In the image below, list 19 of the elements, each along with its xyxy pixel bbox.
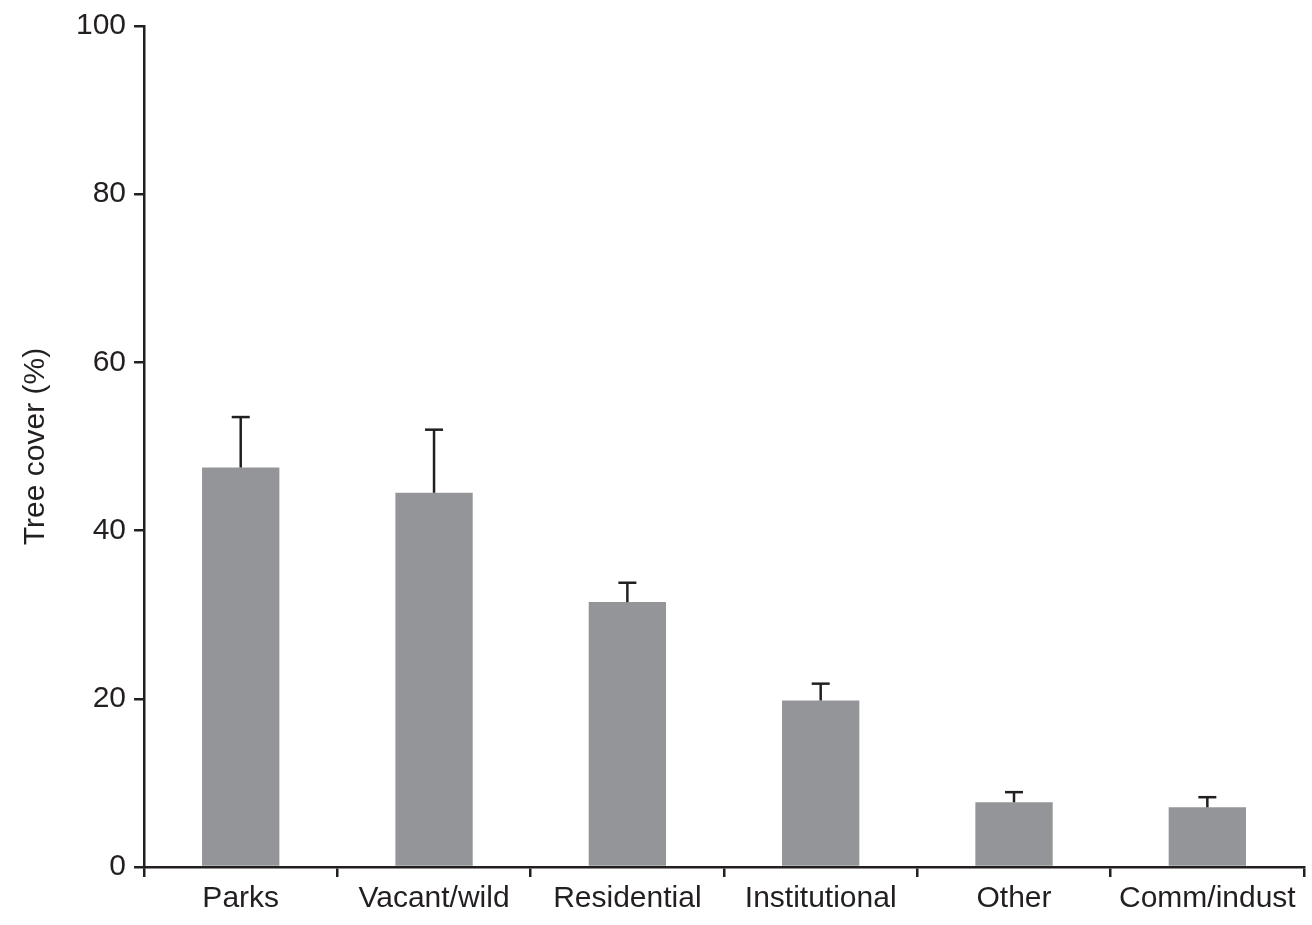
bar [782,700,860,866]
y-tick-label: 0 [109,848,127,882]
y-tick-label: 60 [92,343,127,377]
x-tick-label: Institutional [744,880,897,914]
x-tick-label: Other [976,880,1052,914]
bar [1168,807,1246,866]
y-axis-title: Tree cover (%) [17,347,51,546]
bar [395,492,473,866]
x-tick-label: Vacant/wild [358,880,510,914]
y-tick-label: 100 [75,7,127,41]
y-tick-label: 80 [92,175,127,209]
bar [202,467,280,866]
bar [975,802,1053,866]
y-tick-label: 20 [92,680,127,714]
x-tick-label: Comm/indust [1118,880,1297,914]
x-tick-label: Parks [202,880,280,914]
x-tick-label: Residential [553,880,702,914]
y-tick-label: 40 [92,511,127,545]
bar [588,602,667,866]
